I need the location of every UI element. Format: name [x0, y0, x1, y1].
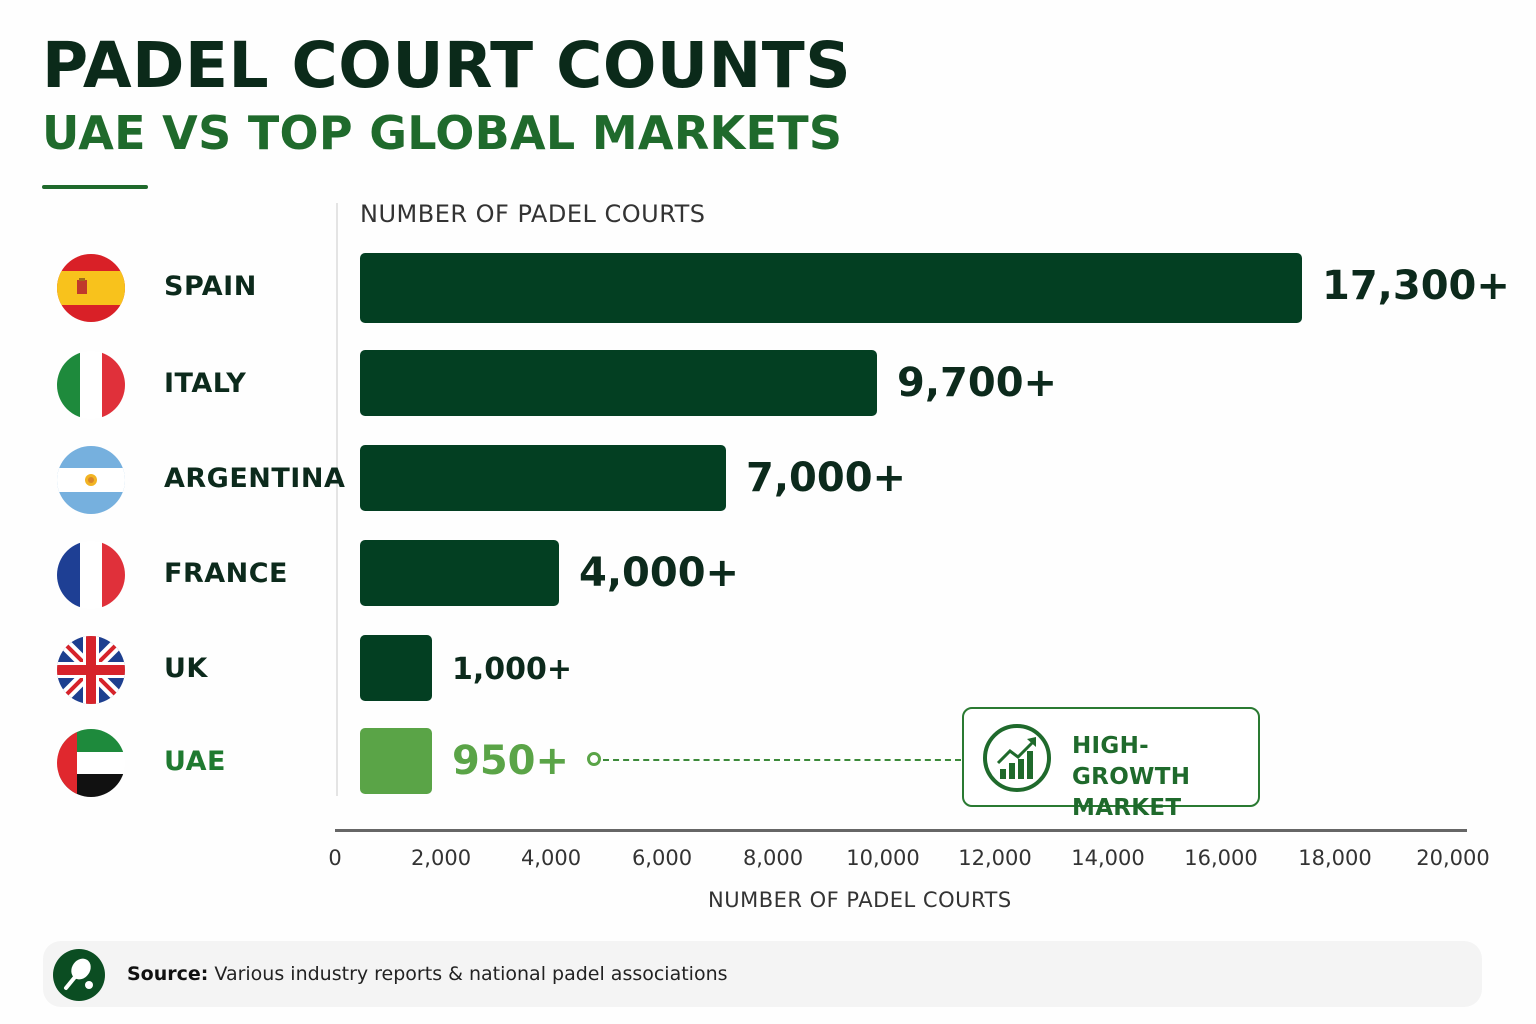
- value-label: 9,700+: [897, 360, 1058, 406]
- x-tick-label: 10,000: [846, 846, 920, 870]
- country-label: SPAIN: [164, 271, 257, 302]
- country-label: FRANCE: [164, 558, 288, 589]
- spain-flag-icon: [57, 254, 125, 322]
- value-label: 950+: [452, 738, 570, 784]
- chart-row-spain: SPAIN 17,300+: [0, 253, 1536, 323]
- bar-italy[interactable]: [360, 350, 877, 416]
- argentina-flag-icon: [57, 446, 125, 514]
- country-label: ARGENTINA: [164, 463, 346, 494]
- x-tick-label: 0: [328, 846, 342, 870]
- country-label: UK: [164, 653, 208, 684]
- x-tick-label: 16,000: [1184, 846, 1258, 870]
- italy-flag-icon: [57, 351, 125, 419]
- x-tick-label: 4,000: [520, 846, 582, 870]
- chart-row-france: FRANCE 4,000+: [0, 540, 1536, 610]
- value-label: 7,000+: [746, 455, 907, 501]
- callout-line-1: HIGH-GROWTH: [1072, 733, 1191, 790]
- growth-chart-icon: [983, 724, 1051, 792]
- bar-uae[interactable]: [360, 728, 432, 794]
- x-tick-label: 14,000: [1071, 846, 1145, 870]
- connector-dot: [587, 752, 601, 766]
- chart-top-label: NUMBER OF PADEL COURTS: [360, 200, 706, 228]
- value-label: 4,000+: [579, 550, 740, 596]
- connector-dashed-line: [603, 759, 961, 761]
- source-label: Source:: [127, 963, 209, 985]
- x-tick-label: 8,000: [742, 846, 804, 870]
- bar-uk[interactable]: [360, 635, 432, 701]
- high-growth-callout: HIGH-GROWTH MARKET: [962, 707, 1260, 821]
- value-label: 1,000+: [452, 652, 573, 687]
- page-subtitle: UAE VS TOP GLOBAL MARKETS: [42, 106, 843, 160]
- x-axis-line: [335, 829, 1467, 832]
- france-flag-icon: [57, 541, 125, 609]
- bar-france[interactable]: [360, 540, 559, 606]
- x-axis-title: NUMBER OF PADEL COURTS: [708, 888, 1012, 912]
- chart-row-uk: UK 1,000+: [0, 635, 1536, 705]
- x-tick-label: 20,000: [1416, 846, 1490, 870]
- uae-flag-icon: [57, 729, 125, 797]
- country-label: UAE: [164, 746, 226, 777]
- chart-row-uae: UAE 950+: [0, 728, 1536, 798]
- bar-spain[interactable]: [360, 253, 1302, 323]
- bar-argentina[interactable]: [360, 445, 726, 511]
- x-tick-label: 2,000: [410, 846, 472, 870]
- title-underline: [42, 185, 148, 189]
- country-label: ITALY: [164, 368, 247, 399]
- source-footer: Source: Various industry reports & natio…: [43, 941, 1482, 1007]
- x-tick-label: 6,000: [631, 846, 693, 870]
- uk-flag-icon: [57, 636, 125, 704]
- page-title: PADEL COURT COUNTS: [42, 29, 852, 102]
- value-label: 17,300+: [1322, 263, 1510, 309]
- label-divider: [336, 203, 338, 796]
- callout-line-2: MARKET: [1072, 795, 1182, 821]
- padel-racket-icon: [53, 949, 105, 1001]
- x-tick-label: 12,000: [958, 846, 1032, 870]
- x-tick-label: 18,000: [1298, 846, 1372, 870]
- source-text: Various industry reports & national pade…: [208, 963, 728, 985]
- chart-row-argentina: ARGENTINA 7,000+: [0, 445, 1536, 515]
- chart-row-italy: ITALY 9,700+: [0, 350, 1536, 420]
